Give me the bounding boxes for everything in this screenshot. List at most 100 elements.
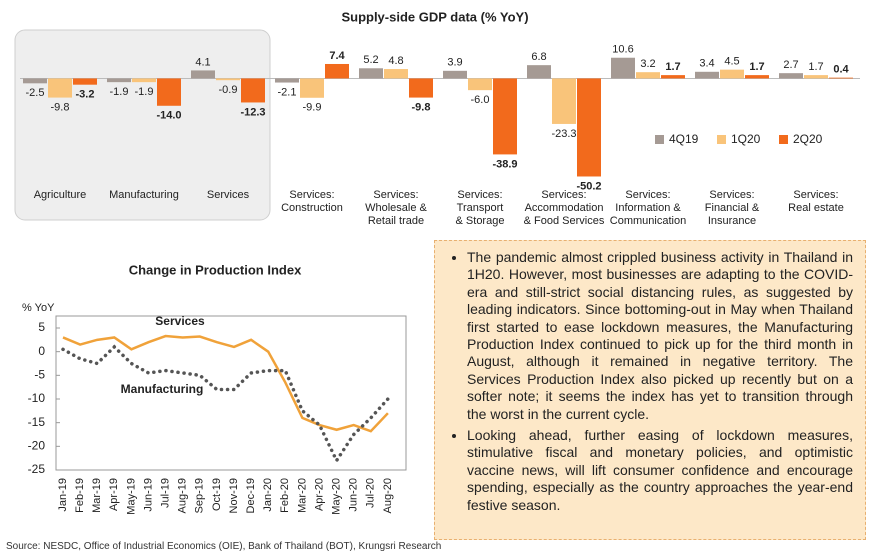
bar xyxy=(300,78,324,98)
line-series xyxy=(62,334,389,433)
value-label: 1.7 xyxy=(665,61,680,73)
value-label: -12.3 xyxy=(240,106,265,118)
x-tick-label: Feb-20 xyxy=(279,478,291,513)
x-tick-label: Oct-19 xyxy=(211,478,223,511)
legend-label: 4Q19 xyxy=(669,132,699,146)
value-label: -1.9 xyxy=(110,86,129,98)
x-tick-label: May-19 xyxy=(125,478,137,515)
x-tick-label: Services: Financial & Insurance xyxy=(704,189,760,227)
value-label: -1.9 xyxy=(135,86,154,98)
bar xyxy=(493,78,517,155)
bar xyxy=(409,78,433,98)
value-label: 1.7 xyxy=(808,61,823,73)
value-label: 0.4 xyxy=(833,64,849,76)
x-tick-label: Jul-20 xyxy=(365,478,377,508)
y-tick-label: -15 xyxy=(28,415,46,429)
value-label: 6.8 xyxy=(531,51,546,63)
value-label: 4.8 xyxy=(388,55,403,67)
x-tick-label: Jan-20 xyxy=(262,478,274,512)
bar xyxy=(107,78,131,83)
bar xyxy=(359,68,383,79)
y-tick-label: 0 xyxy=(38,344,45,358)
x-tick-label: Services: Wholesale & Retail trade xyxy=(365,189,427,227)
x-tick-label: Agriculture xyxy=(33,189,87,201)
bar xyxy=(48,78,72,98)
value-label: -9.9 xyxy=(303,102,322,114)
bar xyxy=(325,63,349,79)
value-label: 3.9 xyxy=(447,57,462,69)
note: The pandemic almost crippled business ac… xyxy=(467,249,853,423)
value-label: 4.1 xyxy=(195,56,210,68)
legend-swatch xyxy=(717,135,726,144)
bar xyxy=(468,78,492,91)
x-tick-label: Services xyxy=(206,189,250,201)
note: Looking ahead, further easing of lockdow… xyxy=(467,427,853,514)
notes-box: The pandemic almost crippled business ac… xyxy=(434,240,866,540)
x-tick-label: Services: Information & Communication xyxy=(609,189,687,227)
value-label: -2.1 xyxy=(278,86,297,98)
value-label: -6.0 xyxy=(471,94,490,106)
legend-label: 2Q20 xyxy=(793,132,823,146)
x-tick-label: Jan-19 xyxy=(57,478,69,512)
value-label: 5.2 xyxy=(363,54,378,66)
x-tick-label: Aug-19 xyxy=(177,478,189,513)
bar xyxy=(720,69,744,79)
value-label: 2.7 xyxy=(783,59,798,71)
legend-label: 1Q20 xyxy=(731,132,761,146)
chart-title: Supply-side GDP data (% YoY) xyxy=(341,9,528,24)
bar xyxy=(661,75,685,79)
x-tick-label: Manufacturing xyxy=(109,189,179,201)
y-tick-label: -10 xyxy=(28,391,46,405)
bar xyxy=(745,75,769,79)
bar xyxy=(443,70,467,79)
x-tick-label: Jul-19 xyxy=(160,478,172,508)
series-label: Manufacturing xyxy=(121,382,204,396)
legend-swatch xyxy=(655,135,664,144)
x-tick-label: Jun-20 xyxy=(348,478,360,512)
y-tick-label: -5 xyxy=(34,368,45,382)
bar xyxy=(636,72,660,79)
bar xyxy=(527,65,551,79)
bar xyxy=(241,78,265,103)
x-tick-label: Mar-20 xyxy=(296,478,308,513)
x-tick-label: Services: Transport & Storage xyxy=(455,189,505,227)
y-tick-label: 5 xyxy=(38,320,45,334)
value-label: 3.4 xyxy=(699,58,714,70)
series-label: Services xyxy=(155,314,205,328)
bar xyxy=(552,78,576,124)
line-series xyxy=(61,344,390,465)
bar xyxy=(216,78,240,81)
bar xyxy=(132,78,156,83)
bar xyxy=(384,69,408,79)
value-label: -23.3 xyxy=(551,128,576,140)
x-tick-label: Apr-19 xyxy=(108,478,120,511)
value-label: -9.8 xyxy=(51,101,70,113)
value-label: -0.9 xyxy=(219,84,238,96)
y-tick-label: -20 xyxy=(28,439,46,453)
x-tick-label: Feb-19 xyxy=(74,478,86,513)
bar xyxy=(611,57,635,79)
legend-swatch xyxy=(779,135,788,144)
x-tick-label: Aug-20 xyxy=(382,478,394,513)
value-label: -50.2 xyxy=(576,180,601,192)
x-tick-label: Apr-20 xyxy=(313,478,325,511)
value-label: -2.5 xyxy=(26,87,45,99)
bar xyxy=(577,78,601,177)
plot-frame xyxy=(55,315,407,471)
x-tick-label: Jun-19 xyxy=(142,478,154,512)
x-tick-label: Mar-19 xyxy=(91,478,103,513)
bar xyxy=(779,73,803,79)
charts: Supply-side GDP data (% YoY) Change in P… xyxy=(14,9,860,515)
y-tick-label: -25 xyxy=(28,462,46,476)
bar xyxy=(191,70,215,79)
value-label: 7.4 xyxy=(329,50,345,62)
bar xyxy=(73,78,97,85)
value-label: -38.9 xyxy=(492,158,517,170)
x-tick-label: Dec-19 xyxy=(245,478,257,513)
x-tick-label: Services: Real estate xyxy=(788,189,844,214)
x-tick-label: Nov-19 xyxy=(228,478,240,513)
x-tick-label: May-20 xyxy=(331,478,343,515)
value-label: 4.5 xyxy=(724,56,739,68)
bar xyxy=(695,71,719,79)
